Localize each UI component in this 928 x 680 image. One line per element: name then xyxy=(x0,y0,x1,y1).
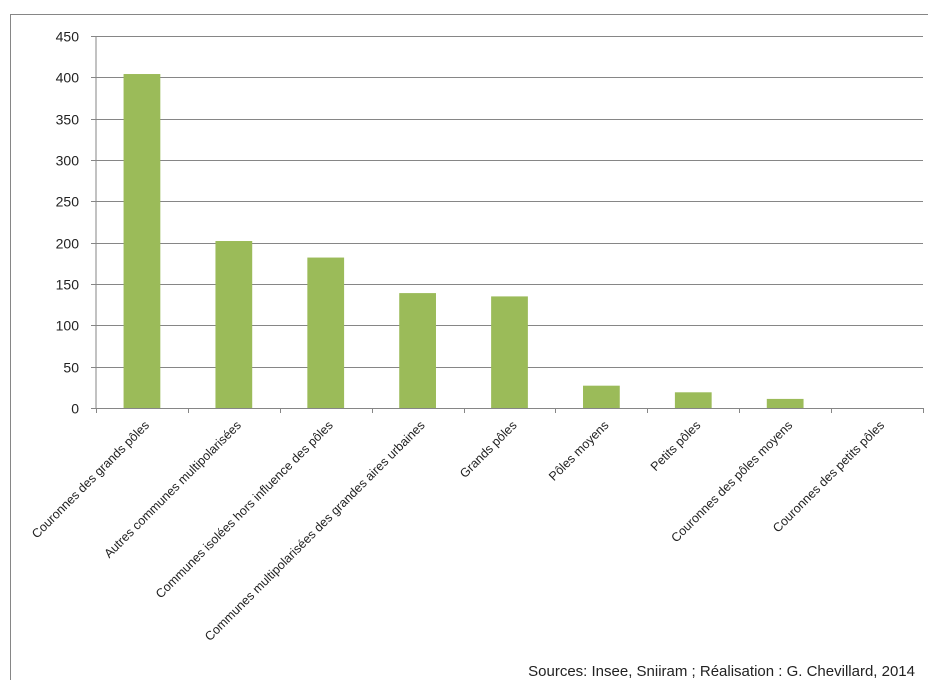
y-tick-labels: 0 50 100 150 200 250 300 350 400 450 xyxy=(56,29,80,417)
y-tick-label: 150 xyxy=(56,277,80,293)
y-tick-label: 50 xyxy=(63,360,79,376)
y-tick-label: 350 xyxy=(56,112,80,128)
bar-8 xyxy=(766,398,804,408)
bar-3 xyxy=(307,257,345,408)
source-note: Sources: Insee, Sniiram ; Réalisation : … xyxy=(528,663,915,680)
bar-4 xyxy=(399,293,436,408)
y-tick-label: 100 xyxy=(56,318,80,334)
y-tick-label: 0 xyxy=(71,401,79,417)
axes xyxy=(95,36,923,409)
bar-1 xyxy=(123,74,161,408)
chart-border xyxy=(10,14,928,680)
y-tick-label: 400 xyxy=(56,70,80,86)
bars xyxy=(123,74,804,408)
y-tick-label: 450 xyxy=(56,29,80,45)
bar-7 xyxy=(674,392,712,408)
y-tick-label: 200 xyxy=(56,236,80,252)
y-tick-label: 300 xyxy=(56,153,80,169)
bar-6 xyxy=(583,385,620,408)
bar-2 xyxy=(215,241,253,408)
y-tick-label: 250 xyxy=(56,194,80,210)
bar-5 xyxy=(491,296,528,408)
